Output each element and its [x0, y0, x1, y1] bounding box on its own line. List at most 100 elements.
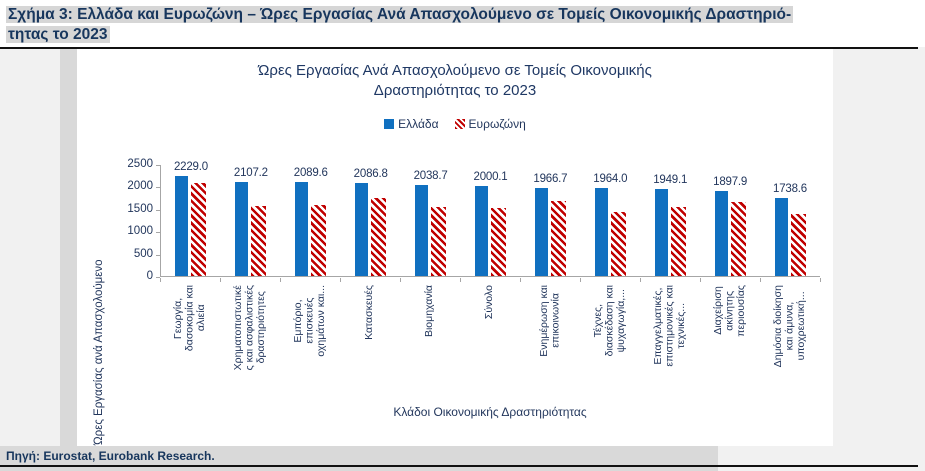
category-label-cell: Εμπόριο, επισκευές οχημάτων και... — [280, 285, 340, 403]
chart-title-line1: Ώρες Εργασίας Ανά Απασχολούμενο σε Τομεί… — [258, 62, 652, 79]
bar-group: 1738.6 — [760, 165, 820, 276]
data-label-greece: 1738.6 — [773, 183, 808, 196]
bar-group: 2086.8 — [341, 165, 401, 276]
chart-legend: Ελλάδα Ευρωζώνη — [77, 117, 833, 131]
figure-caption: Σχήμα 3: Ελλάδα και Ευρωζώνη – Ώρες Εργα… — [0, 0, 925, 47]
bar-greece — [534, 187, 548, 276]
x-tick-mark — [280, 278, 281, 282]
y-tick-label: 2500 — [127, 158, 153, 170]
category-label-cell: Ενημέρωση και επικοινωνία — [520, 285, 580, 403]
bar-greece — [175, 176, 189, 276]
category-label-cell: Διαχείριση ακίνητης περιουσίας — [700, 285, 760, 403]
bar-eurozone — [371, 197, 387, 276]
bar-greece — [474, 186, 488, 276]
bar-greece — [415, 184, 429, 276]
x-axis-category-labels: Γεωργία, δασοκομία και αλιεία Χρηματοπιστ… — [160, 285, 820, 403]
bottom-rule — [0, 465, 918, 467]
highlight-strip — [60, 49, 77, 446]
category-label: Χρηματοπιστωτικέ ς και ασφαλιστικές δρασ… — [231, 285, 267, 371]
bar-greece — [235, 181, 249, 276]
y-tick-mark — [156, 209, 160, 211]
category-label: Γεωργία, δασοκομία και αλιεία — [171, 285, 207, 352]
category-label: Δημόσια διοίκηση και άμυνα, υποχρεωτική.… — [771, 285, 807, 368]
data-label-greece: 2089.6 — [293, 167, 328, 180]
figure-caption-line2: τητας το 2023 — [6, 25, 925, 45]
data-label-greece: 2107.2 — [233, 166, 268, 179]
y-tick-mark — [156, 187, 160, 189]
category-label-cell: Γεωργία, δασοκομία και αλιεία — [160, 285, 220, 403]
x-tick-mark — [340, 278, 341, 282]
x-tick-mark — [700, 278, 701, 282]
bar-group: 1949.1 — [640, 165, 700, 276]
category-label: Τέχνες, διασκέδαση και ψυχαγωγία,... — [591, 285, 627, 357]
y-axis-title: Ώρες Εργασίας ανά Απασχολούμενο — [93, 259, 105, 445]
chart-title: Ώρες Εργασίας Ανά Απασχολούμενο σε Τομεί… — [77, 61, 833, 101]
bar-eurozone — [311, 205, 327, 276]
bar-group: 2000.1 — [461, 165, 521, 276]
bar-eurozone — [790, 213, 806, 276]
bar-group: 1964.0 — [580, 165, 640, 276]
plot-area: 2229.0 2107.2 2089.6 2086.8 2038.7 2000.1 1966… — [160, 161, 820, 277]
x-tick-mark — [400, 278, 401, 282]
legend-label-greece: Ελλάδα — [398, 117, 439, 131]
category-label: Ενημέρωση και επικοινωνία — [537, 285, 562, 357]
bar-eurozone — [251, 205, 267, 276]
bar-eurozone — [191, 182, 207, 276]
y-tick-label: 500 — [133, 247, 153, 260]
bar-group: 2229.0 — [161, 161, 221, 276]
bar-eurozone — [610, 211, 626, 276]
category-label: Βιομηχανία — [423, 285, 436, 338]
figure-caption-line1: Σχήμα 3: Ελλάδα και Ευρωζώνη – Ώρες Εργα… — [6, 5, 925, 25]
x-tick-mark — [760, 278, 761, 282]
bar-greece — [714, 190, 728, 276]
figure-caption-text-1: Σχήμα 3: Ελλάδα και Ευρωζώνη – Ώρες Εργα… — [6, 6, 794, 23]
legend-swatch-greece-icon — [384, 119, 395, 129]
bar-greece — [355, 182, 369, 276]
bar-chart: Ώρες Εργασίας Ανά Απασχολούμενο σε Τομεί… — [77, 49, 833, 446]
bar-group: 2107.2 — [221, 165, 281, 276]
data-label-greece: 1964.0 — [593, 173, 628, 186]
category-label-cell: Κατασκευές — [340, 285, 400, 403]
bar-eurozone — [550, 201, 566, 276]
legend-item-greece: Ελλάδα — [384, 117, 439, 131]
bar-group: 2089.6 — [281, 165, 341, 276]
bar-group: 1897.9 — [700, 165, 760, 276]
x-tick-mark — [460, 278, 461, 282]
data-label-greece: 2229.0 — [173, 161, 208, 174]
x-tick-mark — [220, 278, 221, 282]
y-tick-label: 0 — [146, 270, 153, 282]
legend-swatch-eurozone-icon — [454, 119, 465, 129]
figure-caption-text-2: τητας το 2023 — [6, 26, 110, 43]
y-tick-mark — [156, 277, 160, 278]
y-tick-mark — [156, 254, 160, 256]
y-tick-mark — [156, 165, 160, 166]
x-tick-mark — [160, 278, 161, 282]
source-note: Πηγή: Eurostat, Eurobank Research. — [0, 446, 925, 471]
category-label: Σύνολο — [483, 285, 496, 320]
top-rule — [0, 47, 918, 49]
y-tick-mark — [156, 232, 160, 234]
legend-item-eurozone: Ευρωζώνη — [454, 117, 526, 131]
y-tick-label: 1000 — [127, 225, 153, 238]
category-label-cell: Δημόσια διοίκηση και άμυνα, υποχρεωτική.… — [760, 285, 820, 403]
bar-greece — [654, 188, 668, 276]
bar-eurozone — [670, 206, 686, 276]
x-tick-mark — [520, 278, 521, 282]
data-label-greece: 1897.9 — [713, 175, 748, 188]
category-label-cell: Χρηματοπιστωτικέ ς και ασφαλιστικές δρασ… — [220, 285, 280, 403]
data-label-greece: 2000.1 — [473, 171, 508, 184]
bar-group: 1966.7 — [520, 165, 580, 276]
bar-eurozone — [730, 202, 746, 276]
bar-eurozone — [431, 206, 447, 276]
bar-greece — [295, 182, 309, 276]
category-label: Διαχείριση ακίνητης περιουσίας — [711, 285, 747, 337]
category-label-cell: Τέχνες, διασκέδαση και ψυχαγωγία,... — [580, 285, 640, 403]
legend-label-eurozone: Ευρωζώνη — [468, 117, 526, 131]
category-label-cell: Βιομηχανία — [400, 285, 460, 403]
category-label: Επαγγελματικές, επιστημονικές και τεχνικ… — [651, 285, 687, 367]
x-tick-mark — [580, 278, 581, 282]
chart-title-line2: Δραστηριότητας το 2023 — [373, 82, 537, 99]
x-axis-title: Κλάδοι Οικονομικής Δραστηριότητας — [393, 405, 587, 419]
source-text: Πηγή: Eurostat, Eurobank Research. — [6, 449, 215, 463]
category-label-cell: Επαγγελματικές, επιστημονικές και τεχνικ… — [640, 285, 700, 403]
